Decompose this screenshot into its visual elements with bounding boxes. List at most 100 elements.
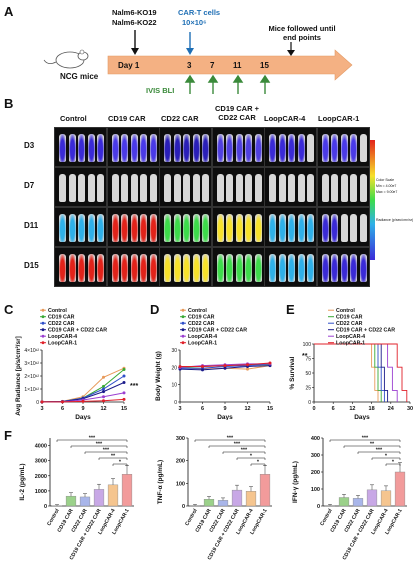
mouse-signal <box>87 174 95 202</box>
significance-stars: *** <box>376 448 383 454</box>
day-15: 15 <box>260 61 269 70</box>
mouse-signal <box>97 134 104 162</box>
mouse-signal <box>183 254 190 282</box>
x-tick-label: 30 <box>407 406 413 412</box>
x-axis-label: Days <box>75 414 91 420</box>
y-tick-label: 3×10¹² <box>24 361 39 367</box>
mouse-signal <box>254 134 262 162</box>
mouse-signal <box>140 214 147 242</box>
bli-panel <box>316 207 370 247</box>
mouse-signal <box>87 214 95 242</box>
mouse-signal <box>288 214 295 242</box>
mouse-signal <box>111 254 119 282</box>
cart-dose: 10×10⁶ <box>182 18 207 27</box>
bli-panel <box>264 167 317 207</box>
mouse-signal <box>59 254 66 282</box>
legend-label: CD22 CAR <box>188 321 215 327</box>
mouse-signal <box>307 214 314 242</box>
mouse-signal <box>202 214 209 242</box>
bar <box>203 498 215 507</box>
mouse-signal <box>97 174 104 202</box>
mouse-signal <box>164 134 171 162</box>
data-point <box>102 387 105 391</box>
bli-panel <box>159 127 212 167</box>
mouse-signal <box>297 254 305 282</box>
data-point <box>178 364 182 368</box>
significance-stars: * <box>392 460 395 466</box>
cell-line-1: Nalm6-KO19 <box>112 8 157 17</box>
chart-survival: 0 25 50 75 100 0 6 12 18 24 30 Days % Survival Contro… <box>289 308 413 420</box>
bli-panel <box>264 127 317 167</box>
mouse-signal <box>183 214 190 242</box>
y-tick-label: 200 <box>311 470 320 476</box>
significance-bracket <box>98 457 128 460</box>
mouse-signal <box>321 254 329 282</box>
mouse-signal <box>288 134 295 162</box>
y-tick-label: 300 <box>311 453 320 459</box>
x-tick-label: 15 <box>267 406 273 412</box>
mouse-signal <box>340 254 348 282</box>
y-tick-label: 0 <box>182 504 185 510</box>
mice-label: NCG mice <box>60 72 99 81</box>
cell-line-2: Nalm6-KO22 <box>112 18 157 27</box>
mouse-signal <box>87 134 95 162</box>
bar <box>324 505 336 507</box>
mouse-signal <box>307 254 314 282</box>
chart-avg-radiance: 0 1×10¹² 2×10¹² 3×10¹² 4×10¹² 3 6 9 12 15 Days Avg … <box>15 308 138 420</box>
significance-stars: ** <box>370 442 375 448</box>
mouse-signal <box>321 134 329 162</box>
mouse-signal <box>350 214 357 242</box>
col-control: Control <box>60 114 87 123</box>
legend-label: LoopCAR-1 <box>48 341 77 347</box>
bli-panel <box>159 247 212 287</box>
significance-bracket <box>329 439 401 442</box>
col-cd22: CD22 CAR <box>161 114 199 123</box>
significance-bracket <box>84 451 128 454</box>
col-loop1: LoopCAR-1 <box>318 114 360 123</box>
significance-stars: *** <box>241 448 248 454</box>
legend-marker <box>181 321 185 325</box>
mouse-signal <box>226 254 233 282</box>
x-tick-label: 24 <box>388 406 395 412</box>
mouse-signal <box>68 174 76 202</box>
y-axis-label: TNF-α (pg/mL) <box>157 460 164 504</box>
bar <box>65 495 77 507</box>
data-point <box>122 397 126 401</box>
y-tick-label: 100 <box>303 342 312 348</box>
mouse-signal <box>350 254 357 282</box>
panel-label-d: D <box>150 302 160 317</box>
data-point <box>122 368 126 371</box>
y-tick-label: 3000 <box>35 459 47 465</box>
mouse-signal <box>359 134 367 162</box>
color-scale-title: Radiance (p/sec/cm²/sr) <box>376 218 414 222</box>
mouse-signal <box>192 174 200 202</box>
significance-bracket <box>250 463 266 466</box>
mouse-signal <box>216 254 224 282</box>
mouse-signal <box>297 214 305 242</box>
legend-marker <box>41 328 45 332</box>
mouse-signal <box>278 134 286 162</box>
mouse-signal <box>78 214 85 242</box>
mouse-signal <box>359 174 367 202</box>
mouse-signal <box>340 214 348 242</box>
legend-marker <box>41 321 45 325</box>
category-label: Control <box>184 508 199 527</box>
bli-panel <box>316 167 370 207</box>
mouse-signal <box>321 214 329 242</box>
mouse-signal <box>331 134 338 162</box>
mouse-signal <box>111 174 119 202</box>
bar <box>93 489 105 507</box>
row-d11: D11 <box>24 221 39 230</box>
panel-label-a: A <box>4 4 14 19</box>
mouse-signal <box>164 174 171 202</box>
panel-label-b: B <box>4 96 14 111</box>
significance-stars: *** <box>227 436 234 442</box>
significance-bracket <box>70 445 128 448</box>
data-point <box>102 390 105 394</box>
y-tick-label: 0 <box>44 504 47 510</box>
bli-panel <box>54 127 107 167</box>
legend-label: LoopCAR-4 <box>48 334 77 340</box>
mouse-signal <box>321 174 329 202</box>
data-point <box>40 400 44 404</box>
